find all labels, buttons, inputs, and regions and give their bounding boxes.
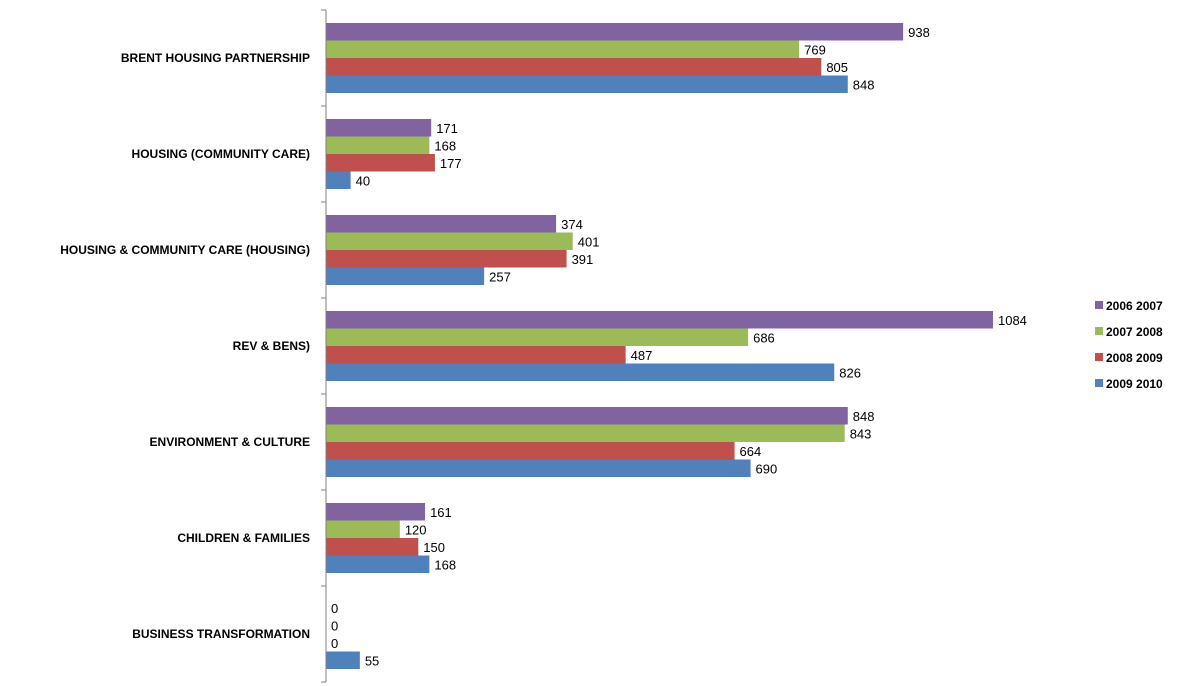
data-label: 40 bbox=[356, 173, 370, 188]
bar bbox=[326, 267, 485, 285]
data-label: 938 bbox=[908, 25, 930, 40]
data-label: 150 bbox=[423, 540, 445, 555]
data-label: 177 bbox=[440, 156, 462, 171]
bar bbox=[326, 424, 845, 442]
data-label: 257 bbox=[489, 269, 511, 284]
bar bbox=[326, 651, 360, 669]
data-label: 120 bbox=[405, 522, 427, 537]
data-label: 0 bbox=[331, 601, 338, 616]
category-label: CHILDREN & FAMILIES bbox=[177, 531, 310, 545]
bar bbox=[326, 119, 432, 137]
data-label: 848 bbox=[853, 409, 875, 424]
bar bbox=[326, 311, 993, 329]
bar bbox=[326, 136, 430, 154]
bar bbox=[326, 459, 751, 477]
data-label: 1084 bbox=[998, 313, 1027, 328]
category-label: BRENT HOUSING PARTNERSHIP bbox=[121, 51, 310, 65]
bar bbox=[326, 503, 426, 521]
bar bbox=[326, 154, 435, 172]
bar bbox=[326, 346, 626, 364]
data-label: 690 bbox=[756, 461, 778, 476]
category-axis bbox=[321, 9, 327, 683]
bar bbox=[326, 40, 800, 58]
category-label: HOUSING & COMMUNITY CARE (HOUSING) bbox=[60, 243, 310, 257]
legend-swatch bbox=[1095, 353, 1103, 361]
legend-label: 2006 2007 bbox=[1106, 299, 1163, 313]
data-label: 161 bbox=[430, 505, 452, 520]
legend-label: 2007 2008 bbox=[1106, 325, 1163, 339]
category-label: BUSINESS TRANSFORMATION bbox=[132, 627, 310, 641]
data-label: 769 bbox=[804, 42, 826, 57]
data-label: 374 bbox=[561, 217, 583, 232]
data-label: 0 bbox=[331, 636, 338, 651]
bar bbox=[326, 23, 904, 41]
data-label: 55 bbox=[365, 653, 379, 668]
bar bbox=[326, 250, 567, 268]
bar bbox=[326, 407, 848, 425]
legend-swatch bbox=[1095, 327, 1103, 335]
bar bbox=[326, 328, 749, 346]
category-label: HOUSING (COMMUNITY CARE) bbox=[132, 147, 310, 161]
category-labels: BRENT HOUSING PARTNERSHIP HOUSING (COMMUN… bbox=[60, 51, 310, 641]
data-label: 686 bbox=[753, 330, 775, 345]
bar bbox=[326, 520, 400, 538]
data-label: 0 bbox=[331, 618, 338, 633]
bar bbox=[326, 232, 573, 250]
data-label: 805 bbox=[826, 60, 848, 75]
data-label: 664 bbox=[740, 444, 762, 459]
data-label: 168 bbox=[434, 138, 456, 153]
data-label: 171 bbox=[436, 121, 458, 136]
data-label: 848 bbox=[853, 77, 875, 92]
bar bbox=[326, 538, 419, 556]
bar bbox=[326, 215, 557, 233]
data-label: 843 bbox=[850, 426, 872, 441]
category-label: ENVIRONMENT & CULTURE bbox=[150, 435, 310, 449]
data-label: 401 bbox=[578, 234, 600, 249]
bar bbox=[326, 442, 735, 460]
data-label: 487 bbox=[631, 348, 653, 363]
legend-label: 2009 2010 bbox=[1106, 377, 1163, 391]
data-label: 168 bbox=[434, 557, 456, 572]
legend-label: 2008 2009 bbox=[1106, 351, 1163, 365]
bar bbox=[326, 555, 430, 573]
data-label: 391 bbox=[572, 252, 594, 267]
legend-swatch bbox=[1095, 379, 1103, 387]
bar bbox=[326, 363, 835, 381]
bar bbox=[326, 171, 351, 189]
data-label: 826 bbox=[839, 365, 861, 380]
category-label: REV & BENS) bbox=[233, 339, 310, 353]
bar bbox=[326, 58, 822, 76]
legend-swatch bbox=[1095, 301, 1103, 309]
legend: 2006 2007 2007 2008 2008 2009 2009 2010 bbox=[1095, 299, 1163, 391]
bar bbox=[326, 75, 848, 93]
